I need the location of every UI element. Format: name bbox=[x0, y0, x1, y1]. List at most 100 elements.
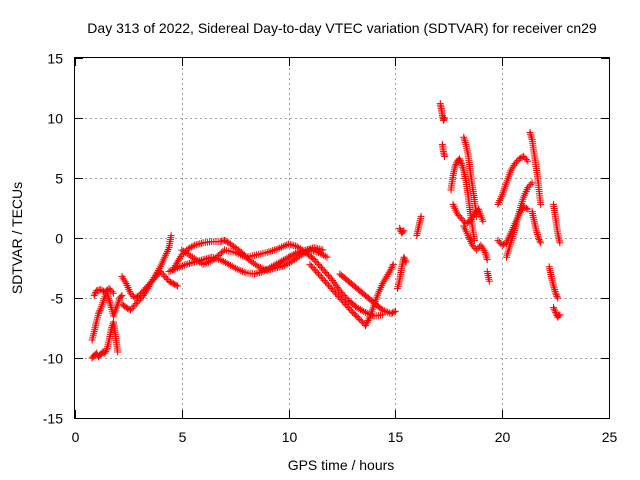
data-point bbox=[481, 248, 489, 256]
data-point bbox=[327, 284, 335, 292]
data-point bbox=[172, 265, 180, 273]
data-point bbox=[168, 279, 176, 287]
data-point bbox=[178, 246, 186, 254]
data-point bbox=[524, 157, 532, 165]
data-point bbox=[456, 156, 464, 164]
data-point bbox=[319, 246, 327, 254]
data-point bbox=[458, 160, 466, 168]
series-trace-s bbox=[460, 222, 491, 264]
x-tick-label: 0 bbox=[72, 429, 80, 445]
data-point bbox=[177, 263, 185, 271]
data-point bbox=[118, 272, 126, 280]
data-point bbox=[509, 163, 517, 171]
data-point bbox=[459, 165, 467, 173]
series-trace-z bbox=[549, 200, 564, 247]
data-point bbox=[176, 254, 184, 262]
data-point bbox=[256, 264, 264, 272]
data-point bbox=[440, 115, 448, 123]
data-point bbox=[317, 264, 325, 272]
data-point bbox=[119, 274, 127, 282]
data-point bbox=[148, 277, 156, 285]
data-point bbox=[556, 239, 564, 247]
data-point bbox=[105, 296, 113, 304]
data-point bbox=[187, 252, 195, 260]
data-point bbox=[402, 258, 410, 266]
data-point bbox=[455, 155, 463, 163]
data-point bbox=[279, 242, 287, 250]
data-point bbox=[479, 217, 487, 225]
data-point bbox=[114, 348, 122, 356]
series-trace-u bbox=[494, 152, 532, 208]
data-point bbox=[441, 152, 449, 160]
data-point bbox=[463, 219, 471, 227]
x-tick-label: 20 bbox=[495, 429, 511, 445]
y-tick-label: 5 bbox=[55, 171, 63, 187]
data-point bbox=[362, 320, 370, 328]
data-point bbox=[221, 236, 229, 244]
data-point bbox=[103, 289, 111, 297]
data-point bbox=[451, 162, 459, 170]
data-point bbox=[232, 264, 240, 272]
data-point bbox=[533, 229, 541, 237]
data-point bbox=[364, 317, 372, 325]
data-point bbox=[235, 266, 243, 274]
data-point bbox=[536, 237, 544, 245]
data-point bbox=[384, 308, 392, 316]
data-point bbox=[265, 248, 273, 256]
y-tick-label: 0 bbox=[55, 231, 63, 247]
data-point bbox=[482, 252, 490, 260]
data-point bbox=[527, 130, 535, 138]
data-point bbox=[528, 179, 536, 187]
data-point bbox=[455, 212, 463, 220]
data-point bbox=[222, 237, 230, 245]
data-point bbox=[365, 315, 373, 323]
data-point bbox=[312, 257, 320, 265]
data-point bbox=[131, 294, 139, 302]
data-point bbox=[346, 305, 354, 313]
data-point bbox=[135, 292, 143, 300]
data-point bbox=[276, 244, 284, 252]
data-point bbox=[168, 266, 176, 274]
data-point bbox=[158, 269, 166, 277]
data-point bbox=[187, 243, 195, 251]
series-trace-a bbox=[90, 284, 117, 300]
series-trace-h bbox=[178, 240, 387, 320]
data-point bbox=[508, 165, 516, 173]
data-point bbox=[122, 304, 130, 312]
data-point bbox=[520, 152, 528, 160]
data-point bbox=[317, 273, 325, 281]
data-point bbox=[535, 236, 543, 244]
data-point bbox=[521, 154, 529, 162]
data-point bbox=[480, 247, 488, 255]
x-tick-labels: 0 5 10 15 20 25 bbox=[72, 429, 618, 445]
data-point bbox=[382, 307, 390, 315]
data-point bbox=[203, 259, 211, 267]
data-point bbox=[306, 260, 314, 268]
data-point bbox=[129, 303, 137, 311]
y-tick-labels: -15 -10 -5 0 5 10 15 bbox=[43, 51, 63, 427]
series-trace-k bbox=[394, 253, 410, 292]
data-point bbox=[132, 300, 140, 308]
data-point bbox=[324, 281, 332, 289]
data-point bbox=[263, 248, 271, 256]
data-point bbox=[533, 230, 541, 238]
data-point bbox=[391, 307, 399, 315]
x-axis-label: GPS time / hours bbox=[288, 457, 395, 473]
data-point bbox=[340, 292, 348, 300]
data-point bbox=[269, 247, 277, 255]
data-point bbox=[235, 250, 243, 258]
data-point bbox=[323, 253, 331, 261]
data-point bbox=[108, 288, 116, 296]
data-point bbox=[537, 239, 545, 247]
data-point bbox=[307, 262, 315, 270]
data-point bbox=[319, 265, 327, 273]
series-trace-l bbox=[396, 224, 408, 237]
x-tick-label: 25 bbox=[602, 429, 618, 445]
data-point bbox=[107, 286, 115, 294]
data-point bbox=[384, 271, 392, 279]
data-point bbox=[90, 292, 98, 300]
data-point bbox=[102, 346, 110, 354]
data-point bbox=[478, 243, 486, 251]
data-point bbox=[120, 276, 128, 284]
data-point bbox=[356, 315, 364, 323]
